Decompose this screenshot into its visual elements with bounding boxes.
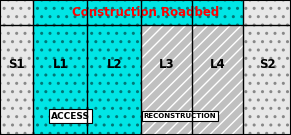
Text: ACCESS: ACCESS xyxy=(51,112,90,121)
Text: L1: L1 xyxy=(53,58,68,71)
Text: L2: L2 xyxy=(107,58,122,71)
Bar xyxy=(141,25,192,135)
Text: S1: S1 xyxy=(8,58,25,71)
Bar xyxy=(0,25,33,135)
Bar xyxy=(87,25,141,135)
Bar xyxy=(0,0,291,25)
Text: RECONSTRUCTION: RECONSTRUCTION xyxy=(143,113,216,119)
Bar xyxy=(192,25,243,135)
Text: L3: L3 xyxy=(159,58,174,71)
Bar xyxy=(243,0,291,25)
Text: S2: S2 xyxy=(259,58,275,71)
Text: Construction Roadbed: Construction Roadbed xyxy=(72,6,219,19)
Bar xyxy=(33,25,87,135)
Bar xyxy=(0,0,33,25)
Bar xyxy=(243,25,291,135)
Text: L4: L4 xyxy=(210,58,226,71)
